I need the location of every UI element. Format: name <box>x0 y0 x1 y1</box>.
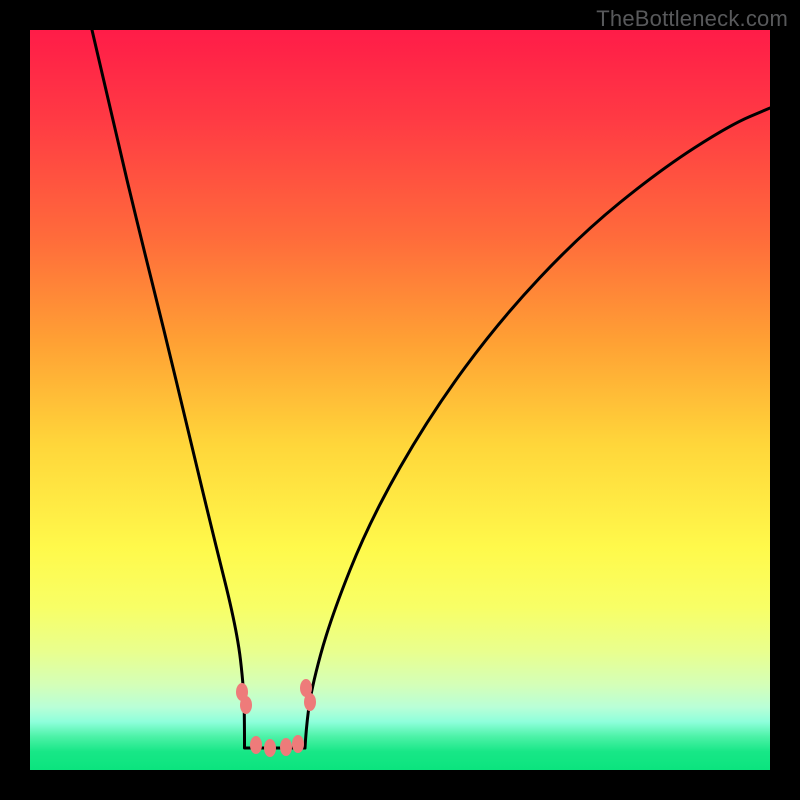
data-marker <box>240 696 252 714</box>
watermark-text: TheBottleneck.com <box>596 6 788 32</box>
bottleneck-curve <box>92 30 770 748</box>
data-marker <box>250 736 262 754</box>
data-marker <box>304 693 316 711</box>
plot-area <box>30 30 770 770</box>
curve-layer <box>30 30 770 770</box>
data-marker <box>280 738 292 756</box>
data-marker <box>292 735 304 753</box>
data-marker <box>264 739 276 757</box>
